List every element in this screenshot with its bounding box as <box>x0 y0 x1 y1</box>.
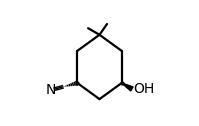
Text: OH: OH <box>134 82 155 96</box>
Text: N: N <box>46 83 56 97</box>
Polygon shape <box>122 83 133 91</box>
